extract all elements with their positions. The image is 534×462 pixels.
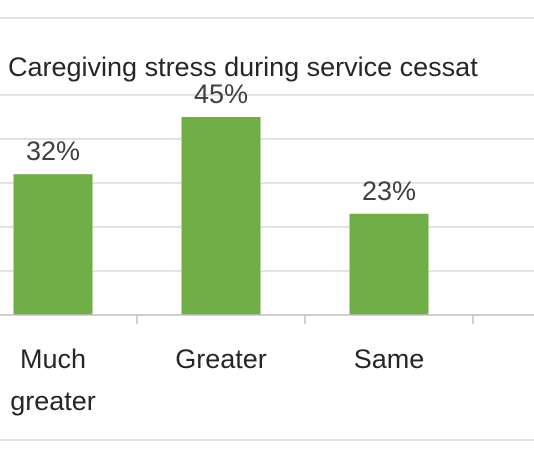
data-label: 45%	[194, 79, 248, 109]
bar	[13, 174, 93, 315]
category-label: greater	[10, 386, 96, 416]
data-labels: 32% 45% 23%	[26, 79, 416, 206]
data-label: 23%	[362, 176, 416, 206]
category-label: Same	[354, 344, 425, 374]
category-label: Greater	[175, 344, 267, 374]
x-axis-ticks	[136, 315, 474, 324]
chart-title: Caregiving stress during service cessat	[8, 52, 478, 82]
bar	[181, 117, 261, 315]
x-axis-labels: MuchgreaterGreaterSameA b	[10, 344, 425, 416]
data-label: 32%	[26, 136, 80, 166]
bar	[349, 213, 429, 315]
bars	[13, 117, 429, 315]
category-label: Much	[20, 344, 86, 374]
